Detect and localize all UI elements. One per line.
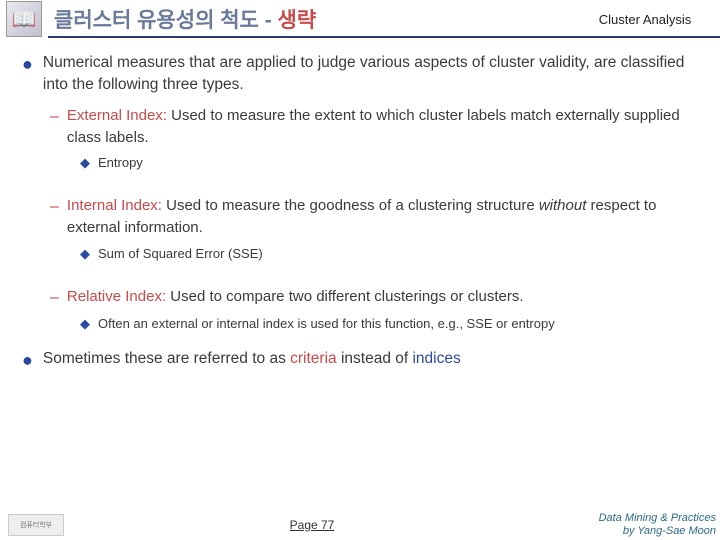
bullet-level3: ◆ Sum of Squared Error (SSE) [80, 245, 700, 264]
reading-icon: 📖 [6, 1, 42, 37]
diamond-icon: ◆ [80, 245, 90, 264]
dash-icon: – [50, 286, 59, 309]
internal-index-line: Internal Index: Used to measure the good… [67, 195, 700, 239]
diamond-icon: ◆ [80, 154, 90, 173]
title-main: 클러스터 유용성의 척도 - [54, 9, 278, 32]
bullet-level1: ● Numerical measures that are applied to… [22, 52, 700, 97]
header-section-label: Cluster Analysis [570, 12, 720, 27]
entropy-label: Entropy [98, 154, 143, 173]
internal-index-label: Internal Index: [67, 197, 162, 214]
dash-icon: – [50, 195, 59, 239]
external-index-line: External Index: Used to measure the exte… [67, 105, 700, 149]
dash-icon: – [50, 105, 59, 149]
footer-credit: Data Mining & Practices by Yang-Sae Moon [560, 512, 720, 538]
header-underline [48, 36, 720, 38]
b2-part-b: instead of [337, 350, 413, 367]
reading-icon-glyph: 📖 [12, 7, 37, 32]
bullet-level2: – External Index: Used to measure the ex… [50, 105, 700, 149]
bullet-dot-icon: ● [22, 348, 33, 372]
title-highlight: 생략 [278, 9, 317, 32]
page-number: Page 77 [64, 518, 560, 532]
internal-index-text-a: Used to measure the goodness of a cluste… [162, 197, 539, 214]
relative-index-text: Used to compare two different clustering… [166, 288, 523, 305]
bullet2-text: Sometimes these are referred to as crite… [43, 348, 700, 372]
credit-line1: Data Mining & Practices [560, 512, 716, 525]
b2-part-a: Sometimes these are referred to as [43, 350, 290, 367]
bullet-level2: – Internal Index: Used to measure the go… [50, 195, 700, 239]
external-index-label: External Index: [67, 107, 167, 124]
indices-word: indices [412, 350, 460, 367]
bullet-level3: ◆ Entropy [80, 154, 700, 173]
bullet-level1: ● Sometimes these are referred to as cri… [22, 348, 700, 372]
slide-content: ● Numerical measures that are applied to… [0, 38, 720, 372]
diamond-icon: ◆ [80, 315, 90, 334]
slide-header: 📖 클러스터 유용성의 척도 - 생략 Cluster Analysis [0, 0, 720, 38]
criteria-word: criteria [290, 350, 337, 367]
bullet1-text: Numerical measures that are applied to j… [43, 52, 700, 97]
bullet-level3: ◆ Often an external or internal index is… [80, 315, 700, 334]
credit-line2: by Yang-Sae Moon [560, 525, 716, 538]
slide-footer: 컴퓨터학부 Page 77 Data Mining & Practices by… [0, 510, 720, 540]
internal-index-without: without [539, 197, 587, 214]
university-logo: 컴퓨터학부 [8, 514, 64, 536]
slide-title: 클러스터 유용성의 척도 - 생략 [42, 4, 570, 34]
relative-index-label: Relative Index: [67, 288, 166, 305]
relative-index-line: Relative Index: Used to compare two diff… [67, 286, 700, 309]
bullet-level2: – Relative Index: Used to compare two di… [50, 286, 700, 309]
sse-label: Sum of Squared Error (SSE) [98, 245, 263, 264]
relative-sub-text: Often an external or internal index is u… [98, 315, 555, 334]
bullet-dot-icon: ● [22, 52, 33, 97]
